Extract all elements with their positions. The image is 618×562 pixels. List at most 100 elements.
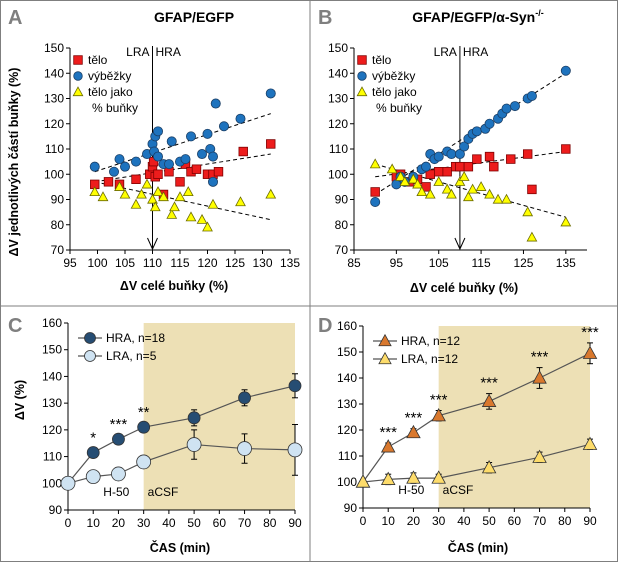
panel-c-aCSF-shading [143,323,295,510]
panel-a-x-tick-label: 115 [170,256,189,270]
panel-d-x-axis-title: ČAS (min) [448,540,508,555]
panel-d-data-point-1 [582,436,598,450]
panel-c-y-tick-label: 110 [43,450,62,464]
panel-a-point-1 [210,98,221,109]
panel-d-y-tick-label: 100 [337,475,357,489]
panel-b-x-tick-label: 95 [390,256,404,270]
panel-a-legend-label-0: tělo [88,53,108,67]
panel-b-point-2 [560,216,572,227]
panel-a-point-0 [266,139,276,149]
panel-a-point-1 [265,88,276,99]
panel-a-point-2 [182,186,194,197]
panel-b-point-1 [509,101,520,112]
panel-b-legend-marker-0 [357,55,367,65]
panel-c-data-point-0 [238,391,251,405]
panel-b-point-2 [462,191,474,202]
panel-d-y-tick-label: 120 [337,423,357,437]
panel-a-point-0 [153,169,163,179]
panel-a-x-tick-label: 105 [115,256,135,270]
panel-b-x-tick-label: 105 [429,256,449,270]
panel-a-point-0 [191,164,202,174]
panel-b-point-0 [370,187,380,197]
panel-d-significance-mark: *** [405,410,423,427]
panel-d-data-point-0 [380,439,396,453]
panel-b-legend-marker-1 [357,71,367,81]
panel-d-y-tick-label: 160 [337,319,357,333]
panel-d-x-tick-label: 40 [457,514,471,528]
panel-a-point-1 [130,156,141,167]
panel-b-legend-label-2: % buňky [376,101,422,115]
panel-b-point-0 [506,154,516,164]
panel-b-point-0 [434,167,444,177]
panel-a-legend-label-1: výběžky [88,69,131,83]
panel-d-significance-mark: *** [531,349,549,366]
panel-c-significance-mark: ** [138,404,150,421]
panel-a-legend-label-2: % buňky [92,101,138,115]
panel-b-point-0 [489,161,499,172]
panel-c-x-tick-label: 70 [238,516,252,530]
panel-b-point-2 [399,176,411,186]
panel-b-point-1 [484,118,495,129]
panel-d-acsf-label: aCSF [443,483,474,497]
panel-a-point-2 [158,191,169,202]
panel-b-point-2 [475,181,487,191]
panel-a-hra-label: HRA [156,45,181,59]
panel-a-point-1 [196,149,207,160]
panel-c-x-tick-label: 90 [288,516,302,530]
panel-c-y-tick-label: 160 [42,316,62,330]
panel-a-point-2 [147,193,158,204]
panel-a-x-tick-label: 100 [87,256,107,270]
panel-d-x-tick-label: 60 [508,514,522,528]
panel-a-point-1 [180,154,191,165]
panel-a-point-1 [166,136,177,147]
panel-a-point-2 [136,188,147,199]
panel-a-y-tick-label: 120 [44,117,64,131]
panel-d-legend-marker-0 [378,333,392,347]
panel-c-x-tick-label: 40 [162,516,176,530]
panel-b-point-2 [484,188,495,199]
panel-d-x-tick-label: 10 [382,514,396,528]
panel-a-y-tick-label: 130 [44,92,64,106]
panel-b-point-2 [522,206,534,217]
panel-c-data-point-0 [288,379,302,393]
panel-a-y-tick-label: 110 [45,142,64,156]
panel-d-data-point-1 [532,449,547,463]
panel-d-legend-marker-1 [378,351,392,365]
panel-a-point-1 [152,126,163,137]
panel-a-point-1 [207,151,218,162]
panel-d-legend-label-1: LRA, n=12 [401,352,458,366]
panel-c-data-point-1 [111,466,126,482]
panel-c-x-axis-title: ČAS (min) [150,540,210,555]
panel-d-letter: D [318,315,332,337]
panel-b-y-tick-label: 120 [328,117,348,131]
panel-b-point-0 [442,167,452,177]
panel-a-x-tick-label: 130 [252,256,272,270]
panel-a-legend-marker-0 [73,55,83,65]
panel-b-point-0 [455,161,465,172]
panel-a-y-tick-label: 80 [51,218,65,232]
panel-d-x-tick-label: 30 [432,514,446,528]
panel-c-timecourse: C ČAS (min) ΔV (%) 901001101201301401501… [8,315,303,555]
panel-d-significance-mark: *** [480,375,498,392]
panel-a-point-2 [196,213,208,224]
panel-c-y-tick-label: 120 [42,423,62,437]
panel-b-y-tick-label: 130 [328,92,348,106]
panel-b-point-2 [501,193,512,204]
panel-a-point-2 [207,198,219,209]
panel-c-legend-label-1: LRA, n=5 [106,349,157,363]
panel-a-point-2 [166,208,178,219]
panel-a-point-2 [130,198,142,209]
panel-b-y-tick-label: 140 [328,66,348,80]
panel-b-point-0 [561,144,571,154]
panel-a-trendline-0 [94,153,271,183]
panel-d-data-point-1 [481,459,497,474]
panel-c-data-point-1 [136,454,152,470]
panel-a-point-2 [202,221,213,232]
panel-b-point-1 [370,197,381,208]
panel-c-x-tick-label: 10 [87,516,101,530]
panel-c-x-tick-label: 0 [65,516,72,530]
panel-b-y-tick-label: 80 [335,218,349,232]
panel-c-h50-label: H-50 [103,485,129,499]
panel-c-acsf-label: aCSF [148,485,179,499]
